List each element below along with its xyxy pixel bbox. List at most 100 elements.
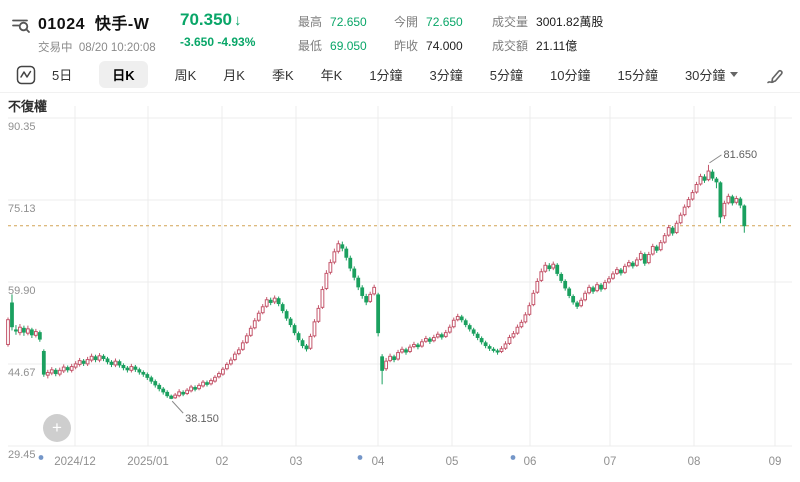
candle-down bbox=[141, 371, 146, 375]
candle-up bbox=[129, 366, 134, 371]
candle-down bbox=[268, 299, 273, 303]
candle-down bbox=[491, 348, 496, 351]
candle-up bbox=[431, 336, 436, 342]
candle-down bbox=[463, 320, 468, 326]
candle-up bbox=[424, 338, 428, 342]
tab-月K[interactable]: 月K bbox=[223, 68, 245, 83]
tab-1分鐘[interactable]: 1分鐘 bbox=[369, 68, 403, 83]
stat-成交量: 成交量 3001.82萬股 bbox=[492, 15, 604, 29]
candle-down bbox=[730, 196, 735, 204]
candle-up bbox=[535, 280, 540, 293]
candle-up bbox=[539, 271, 544, 281]
tab-30分鐘[interactable]: 30分鐘 bbox=[685, 61, 739, 88]
candle-down bbox=[670, 227, 675, 234]
candle-down bbox=[344, 248, 349, 258]
event-marker-dot[interactable] bbox=[357, 455, 363, 460]
candle-down bbox=[29, 329, 34, 336]
candle-down bbox=[742, 205, 747, 227]
stock-code: 01024 bbox=[38, 16, 85, 33]
candle-down bbox=[193, 387, 197, 390]
candle-up bbox=[252, 320, 257, 329]
candle-down bbox=[483, 342, 488, 347]
tab-15分鐘[interactable]: 15分鐘 bbox=[617, 68, 658, 83]
candle-up bbox=[316, 307, 321, 322]
tab-日K[interactable]: 日K bbox=[99, 61, 148, 88]
tab-季K[interactable]: 季K bbox=[271, 68, 294, 83]
tab-周K[interactable]: 周K bbox=[174, 68, 197, 83]
candle-down bbox=[161, 388, 166, 393]
adjustment-mode-label[interactable]: 不復權 bbox=[8, 99, 48, 114]
change-percent: -4.93% bbox=[217, 35, 256, 49]
chart-type-icon[interactable] bbox=[16, 65, 36, 85]
candle-up bbox=[332, 251, 337, 263]
period-toolbar: 5日 日K 周K 月K 季K 年K 1分鐘 3分鐘 5分鐘 10分鐘 15分鐘 30分鐘 bbox=[0, 57, 800, 93]
y-axis-tick: 90.35 bbox=[8, 121, 36, 133]
event-marker-dot[interactable] bbox=[510, 455, 516, 460]
candle-up bbox=[682, 206, 687, 216]
tab-年K[interactable]: 年K bbox=[320, 68, 343, 83]
candle-up bbox=[272, 297, 277, 303]
annotation-pointer bbox=[171, 400, 184, 414]
candle-down bbox=[487, 346, 492, 349]
candle-up bbox=[324, 272, 329, 289]
candle-down bbox=[404, 349, 408, 353]
x-axis-tick: 06 bbox=[524, 456, 537, 468]
tab-10分鐘[interactable]: 10分鐘 bbox=[550, 68, 591, 83]
candle-down bbox=[348, 257, 353, 269]
candle-up bbox=[690, 192, 695, 200]
candle-up bbox=[603, 282, 607, 289]
tab-5日[interactable]: 5日 bbox=[52, 68, 73, 83]
candlestick-chart[interactable]: 90.35 75.13 59.90 44.67 29.45 2024/12 2025/01 0… bbox=[0, 93, 800, 482]
candle-up bbox=[173, 394, 178, 399]
candle-up bbox=[221, 368, 225, 375]
price-down-arrow-icon: ↓ bbox=[234, 12, 242, 29]
candle-down bbox=[22, 327, 26, 333]
candle-up bbox=[443, 332, 448, 337]
candle-down bbox=[109, 361, 114, 365]
candle-up bbox=[615, 269, 619, 274]
candle-down bbox=[10, 302, 14, 328]
candle-up bbox=[336, 243, 341, 252]
candle-up bbox=[57, 369, 62, 375]
candle-up bbox=[320, 289, 325, 308]
candle-down bbox=[714, 178, 719, 183]
candle-down bbox=[380, 356, 385, 371]
candle-up bbox=[18, 326, 22, 334]
candle-up bbox=[408, 346, 412, 352]
candle-up bbox=[312, 321, 317, 337]
current-price: 70.350 ↓ bbox=[180, 10, 276, 30]
quote-datetime: 08/20 10:20:08 bbox=[78, 42, 156, 54]
candle-up bbox=[587, 286, 591, 294]
candle-up bbox=[511, 333, 516, 338]
x-axis-tick: 02 bbox=[216, 456, 229, 468]
event-marker-dot[interactable] bbox=[38, 455, 44, 460]
candle-up bbox=[388, 355, 392, 362]
candle-up bbox=[722, 202, 727, 217]
draw-tool-icon[interactable] bbox=[764, 64, 786, 86]
candle-up bbox=[77, 360, 82, 365]
candle-down bbox=[133, 366, 138, 370]
stat-最低: 最低 69.050 bbox=[298, 39, 367, 53]
tab-3分鐘[interactable]: 3分鐘 bbox=[429, 68, 463, 83]
annotation-pointer bbox=[709, 154, 722, 164]
tab-5分鐘[interactable]: 5分鐘 bbox=[489, 68, 524, 83]
candle-up bbox=[400, 348, 404, 353]
candle-down bbox=[149, 377, 154, 382]
candle-up bbox=[698, 175, 703, 185]
candle-up bbox=[447, 326, 452, 333]
watchlist-search-icon[interactable] bbox=[10, 14, 32, 36]
candle-up bbox=[435, 333, 440, 338]
candle-down bbox=[575, 302, 580, 307]
candle-down bbox=[563, 280, 568, 289]
candle-up bbox=[531, 292, 536, 306]
candle-up bbox=[634, 259, 639, 266]
candle-down bbox=[571, 296, 576, 303]
candle-down bbox=[439, 334, 444, 338]
candle-down bbox=[81, 360, 86, 364]
x-axis-tick: 03 bbox=[290, 456, 303, 468]
plus-icon: + bbox=[52, 418, 62, 437]
add-button[interactable]: + bbox=[43, 414, 71, 442]
change-value: -3.650 bbox=[180, 35, 215, 49]
chevron-down-icon bbox=[730, 72, 739, 77]
candle-up bbox=[583, 292, 588, 301]
